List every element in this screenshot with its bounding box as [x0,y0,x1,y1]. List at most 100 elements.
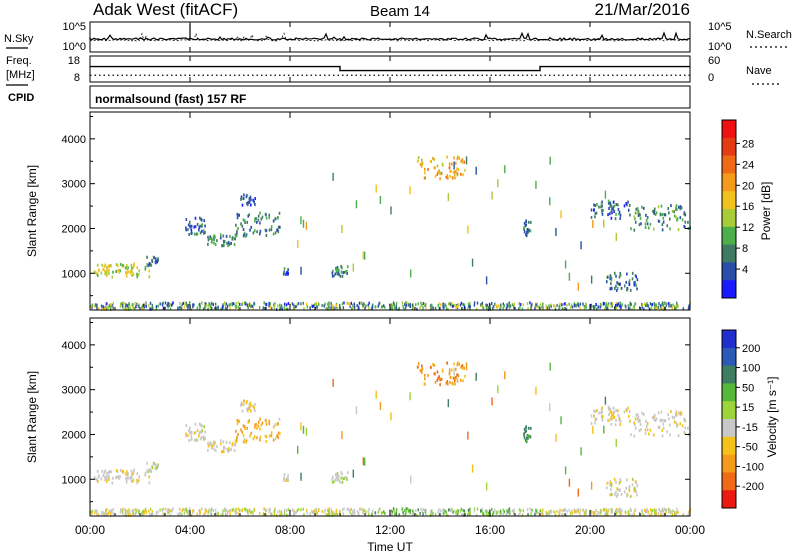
power-echo-cell [523,230,526,234]
velocity-ground-scatter-cell [192,509,194,513]
velocity-echo-cell [101,469,103,473]
power-ground-scatter-cell [568,302,570,306]
power-ground-scatter-cell [506,306,508,310]
power-echo-cell [343,270,346,274]
velocity-echo-cell [657,411,660,415]
power-echo-cell [270,228,273,232]
velocity-echo-cell [343,476,346,480]
velocity-echo-cell [249,409,252,413]
power-echo-cell [627,200,629,204]
power-ground-scatter-cell [473,303,476,307]
power-ground-scatter-cell [556,303,558,307]
velocity-echo-cell [207,444,210,448]
velocity-ground-scatter-cell [571,511,574,515]
velocity-ground-scatter-cell [144,507,147,511]
power-echo-cell [607,213,609,217]
power-echo-cell [93,270,96,274]
power-echo-cell [619,271,622,275]
power-ground-scatter-cell [647,304,649,308]
power-ground-scatter-cell [487,306,490,310]
velocity-echo-cell [242,403,245,407]
power-ground-scatter-cell [120,302,122,306]
power-echo-cell [595,211,598,215]
velocity-ground-scatter-cell [233,508,235,512]
velocity-echo-cell [675,412,677,416]
radar-title: Adak West (fitACF) [93,0,238,19]
velocity-ground-scatter-cell [377,510,379,514]
power-ground-scatter-cell [101,307,103,311]
velocity-ground-scatter-cell [314,509,316,513]
power-echo-streak [485,276,488,285]
power-echo-cell [340,264,342,268]
velocity-ground-scatter-cell [663,513,665,517]
velocity-echo-cell [609,407,612,411]
velocity-ground-scatter-cell [167,507,169,511]
velocity-echo-cell [684,419,687,423]
velocity-ground-scatter-cell [343,507,345,511]
velocity-ground-scatter-cell [207,513,209,517]
velocity-echo-cell [636,417,639,421]
power-echo-cell [106,265,108,269]
power-echo-cell [451,162,453,166]
velocity-ground-scatter-cell [659,511,662,515]
power-ground-scatter-cell [430,304,433,308]
velocity-ground-scatter-cell [209,512,212,516]
velocity-ground-scatter-cell [186,510,188,514]
power-echo-cell [662,220,665,224]
velocity-echo-cell [204,436,206,440]
velocity-ground-scatter-cell [653,509,656,513]
power-ground-scatter-cell [129,304,131,308]
power-echo-cell [253,229,256,233]
velocity-echo-cell [189,431,192,435]
power-ground-scatter-cell [371,303,374,307]
velocity-echo-cell [449,380,451,384]
velocity-ground-scatter-cell [419,511,421,515]
velocity-ground-scatter-cell [627,510,629,514]
velocity-echo-cell [668,423,671,427]
power-ground-scatter-cell [395,306,398,310]
power-ground-scatter-cell [331,307,334,311]
power-echo-cell [635,283,637,287]
velocity-echo-cell [610,484,613,488]
power-echo-cell [675,206,677,210]
power-echo-cell [417,156,420,160]
velocity-ground-scatter-cell [610,507,612,511]
velocity-echo-cell [633,434,636,438]
power-ground-scatter-cell [182,301,184,305]
velocity-echo-cell [419,369,422,373]
velocity-echo-cell [100,477,103,481]
velocity-echo-streak [604,396,607,405]
velocity-echo-cell [610,410,612,414]
velocity-ground-scatter-cell [258,511,261,515]
velocity-echo-cell [620,492,623,496]
power-echo-cell [453,173,456,177]
velocity-ground-scatter-cell [120,508,123,512]
power-ground-scatter-cell [606,306,608,310]
velocity-ground-scatter-cell [658,508,660,512]
power-echo-cell [150,264,153,268]
velocity-ground-scatter-cell [249,511,252,515]
power-ground-scatter-cell [653,303,656,307]
velocity-ground-scatter-cell [273,512,275,516]
velocity-echo-cell [612,413,614,417]
velocity-ground-scatter-cell [124,508,126,512]
velocity-ground-scatter-cell [451,507,453,511]
velocity-ground-scatter-cell [342,512,345,516]
power-echo-cell [654,212,657,216]
velocity-ground-scatter-cell [161,509,164,513]
velocity-echo-cell [106,479,108,483]
power-ground-scatter-cell [224,303,226,307]
power-echo-cell [223,239,226,243]
velocity-ground-scatter-cell [659,513,662,517]
velocity-ground-scatter-cell [204,511,206,515]
power-echo-cell [190,228,193,232]
velocity-echo-streak [592,425,594,434]
velocity-ground-scatter-cell [422,507,425,511]
power-ground-scatter-cell [659,305,662,309]
velocity-echo-cell [462,379,464,383]
velocity-echo-cell [438,375,441,379]
power-echo-cell [126,267,129,271]
power-echo-streak [341,225,343,234]
velocity-echo-cell [617,409,619,413]
velocity-ground-scatter-cell [368,507,370,511]
